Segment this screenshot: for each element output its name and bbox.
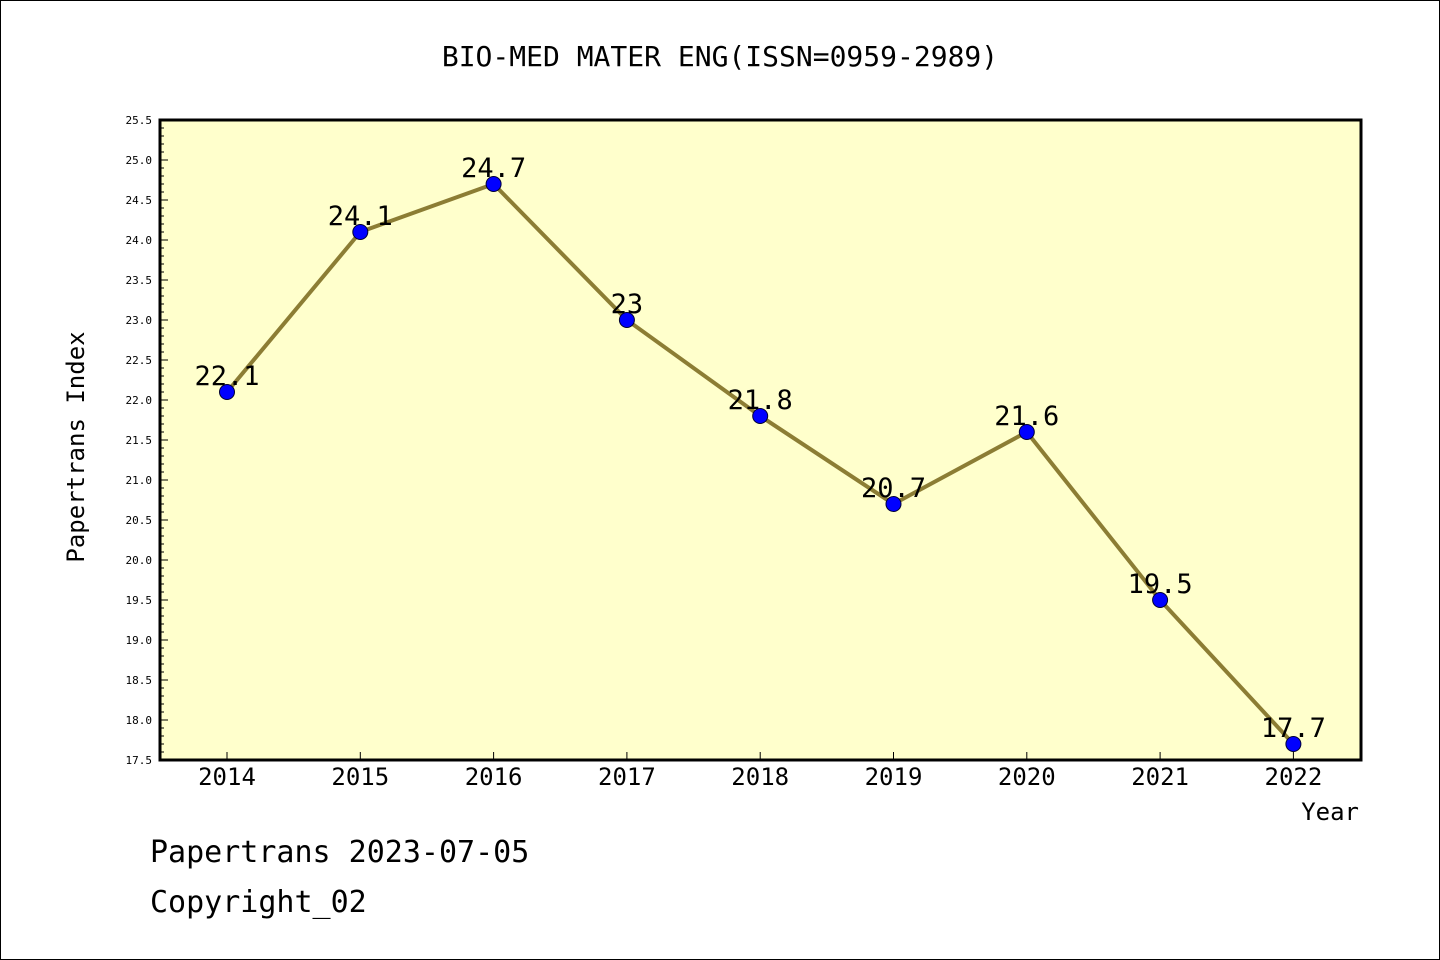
y-tick-label: 17.5 [126, 754, 153, 767]
y-tick-label: 22.5 [126, 354, 153, 367]
y-axis-title: Papertrans Index [62, 331, 90, 562]
x-tick-label: 2020 [998, 763, 1056, 791]
footer-date-text: Papertrans 2023-07-05 [150, 835, 530, 870]
y-tick-label: 23.0 [126, 314, 153, 327]
data-label: 23 [611, 289, 644, 320]
x-tick-label: 2022 [1265, 763, 1323, 791]
y-tick-label: 25.0 [126, 154, 153, 167]
y-tick-label: 21.5 [126, 434, 153, 447]
data-point [352, 224, 369, 240]
y-tick-label: 18.5 [126, 674, 153, 687]
footer-copyright-text: Copyright_02 [150, 885, 367, 920]
y-tick-label: 22.0 [126, 394, 153, 407]
y-tick-label: 20.0 [126, 554, 153, 567]
data-label: 22.1 [194, 361, 259, 392]
y-tick-label: 24.5 [126, 194, 153, 207]
data-point [1152, 592, 1169, 608]
y-tick-label: 19.5 [126, 594, 153, 607]
data-point [1018, 424, 1035, 440]
x-tick-label: 2015 [331, 763, 389, 791]
x-tick-label: 2019 [865, 763, 923, 791]
x-tick-label: 2016 [465, 763, 523, 791]
x-tick-label: 2014 [198, 763, 256, 791]
data-label: 17.7 [1261, 713, 1326, 744]
data-point [618, 312, 635, 328]
y-tick-label: 23.5 [126, 274, 153, 287]
series-layer [219, 176, 1302, 752]
x-tick-label: 2021 [1131, 763, 1189, 791]
data-label: 20.7 [861, 473, 926, 504]
x-tick-label: 2017 [598, 763, 656, 791]
data-point [752, 408, 769, 424]
x-axis-title: Year [1301, 798, 1359, 826]
y-tick-label: 19.0 [126, 634, 153, 647]
data-point [885, 496, 902, 512]
data-label-layer: 22.1 24.1 24.7 23 21.8 20.7 21.6 19.5 17.7 [194, 153, 1325, 744]
data-point [1285, 736, 1302, 752]
data-label: 21.8 [728, 385, 793, 416]
y-tick-label: 18.0 [126, 714, 153, 727]
chart-title: BIO-MED MATER ENG(ISSN=0959-2989) [442, 40, 998, 73]
x-axis: 2014 2015 2016 2017 2018 2019 2020 2021 2022 [198, 752, 1322, 791]
data-label: 24.1 [328, 201, 393, 232]
data-label: 19.5 [1128, 569, 1193, 600]
data-label: 24.7 [461, 153, 526, 184]
y-axis: 17.5 18.0 18.5 19.0 19.5 20.0 20.5 21.0 21.5 22.0… [126, 114, 168, 767]
y-tick-label: 21.0 [126, 474, 153, 487]
y-tick-label: 24.0 [126, 234, 153, 247]
data-point [485, 176, 502, 192]
data-point [219, 384, 235, 400]
x-tick-label: 2018 [731, 763, 789, 791]
data-label: 21.6 [994, 401, 1059, 432]
y-tick-label: 25.5 [126, 114, 153, 127]
y-tick-label: 20.5 [126, 514, 153, 527]
